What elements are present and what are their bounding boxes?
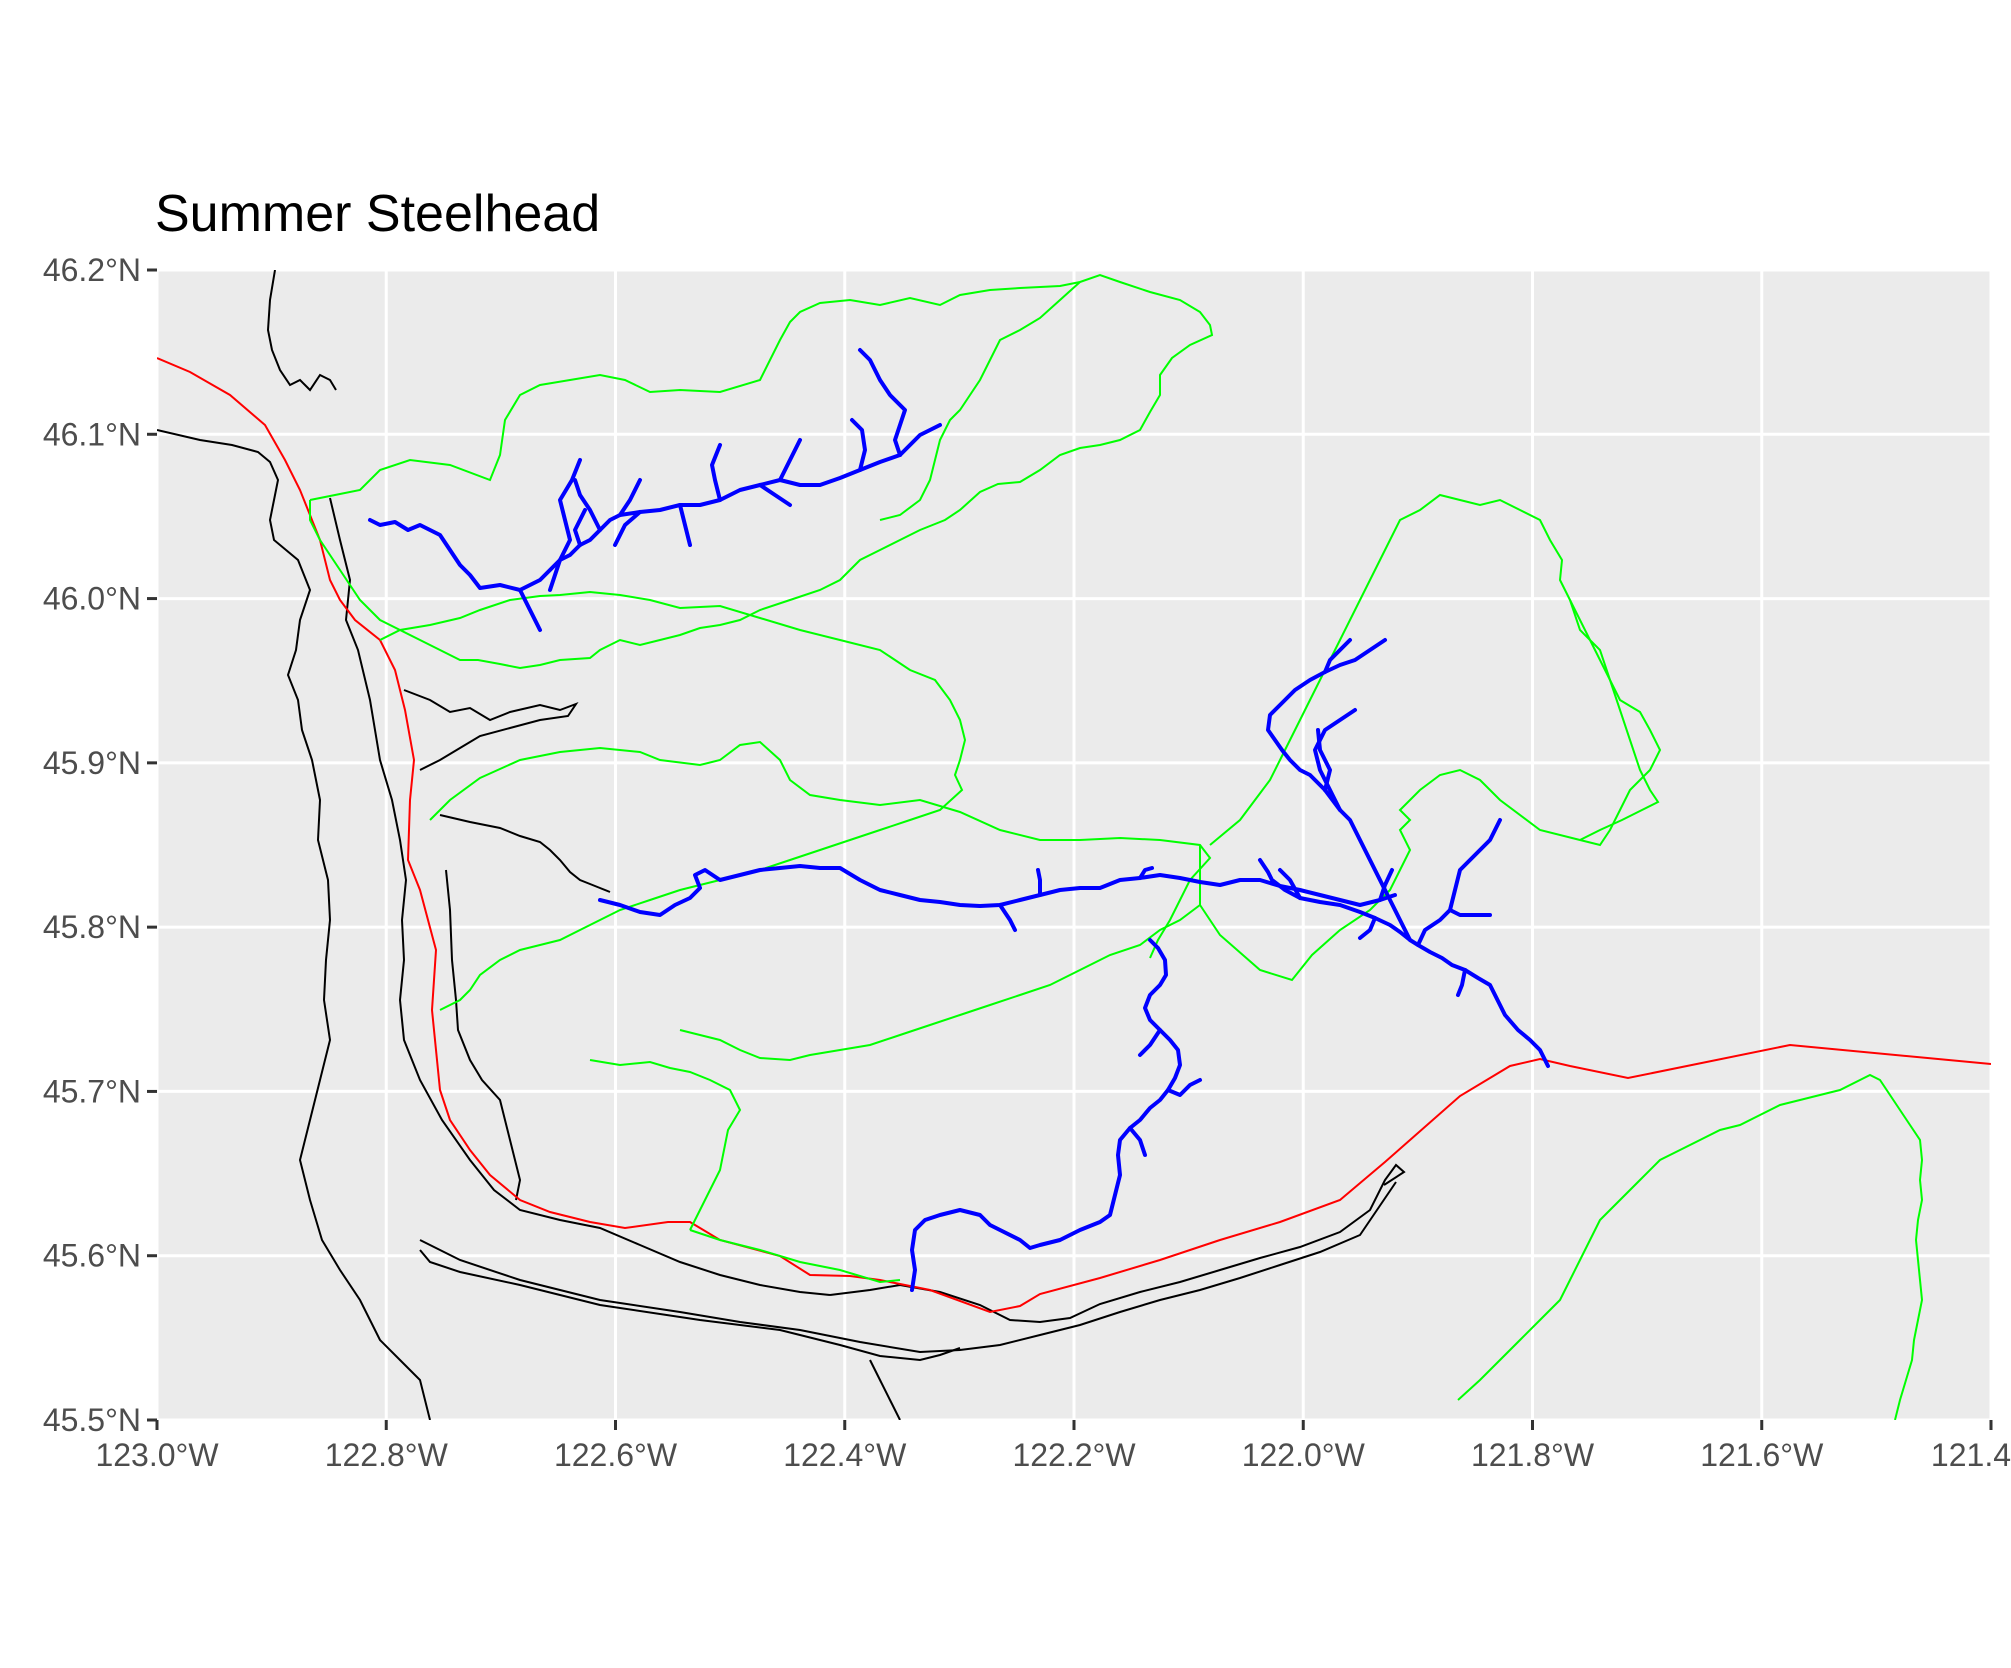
shoreline-north-inlet [266, 270, 337, 392]
lewis-river-mouth [403, 689, 579, 771]
latitude-gridlines [155, 270, 1993, 1420]
east-fork-lewis-mainstem [910, 938, 1182, 1292]
washougal-tributary-a [1313, 708, 1357, 812]
kalama-tributary-8 [858, 348, 907, 457]
vancouver-lake-channel [439, 814, 611, 893]
washougal-tributary-e [1448, 908, 1492, 917]
watershed-boundary-lake-river [689, 1229, 901, 1284]
longitude-axis: 123.0°W 122.8°W 122.6°W 122.4°W 122.2°W 122.0… [95, 1420, 2011, 1473]
state-boundary-line [157, 357, 1991, 1314]
east-fork-lewis-tributary-2 [1138, 1028, 1162, 1057]
watershed-boundary-layer [309, 273, 1924, 1420]
east-fork-lewis-tributary-1 [1166, 1078, 1202, 1097]
map-title: Summer Steelhead [155, 185, 601, 243]
washougal-tributary-c [1323, 638, 1352, 674]
watershed-boundary-lewis-upper [879, 281, 1081, 521]
watershed-boundary-lower-cowlitz [589, 1059, 742, 1231]
shoreline-east-bank [329, 497, 831, 1296]
lat-tick-label: 46.1°N [43, 416, 141, 452]
watershed-boundary-east-fork [679, 904, 1201, 1062]
lewis-tributary-4 [1378, 868, 1394, 902]
lat-tick-label: 45.8°N [43, 909, 141, 945]
lon-tick-label: 122.8°W [325, 1437, 449, 1473]
lon-tick-label: 122.6°W [554, 1437, 678, 1473]
lon-tick-label: 121.6°W [1700, 1437, 1824, 1473]
multnomah-channel [445, 869, 522, 1201]
lon-tick-label: 121.8°W [1471, 1437, 1595, 1473]
washougal-tributary-b [1316, 728, 1332, 792]
lewis-tributary-1 [998, 903, 1017, 932]
shoreline-west-upper [157, 429, 431, 1420]
watershed-boundary-washougal-east [1569, 599, 1660, 841]
kalama-tributary-11 [618, 478, 642, 517]
watershed-boundary-wind-river [1457, 1073, 1924, 1420]
lon-tick-label: 122.4°W [783, 1437, 907, 1473]
lewis-mainstem [598, 864, 1397, 917]
columbia-north-bank [829, 1163, 1406, 1324]
east-fork-lewis-tributary-3 [1128, 1126, 1147, 1157]
shoreline-layer [157, 270, 1406, 1420]
columbia-south-bank [419, 1181, 1397, 1354]
steelhead-stream-layer [368, 348, 1550, 1292]
lat-tick-label: 45.7°N [43, 1073, 141, 1109]
washougal-tributary-f [1456, 968, 1467, 997]
kalama-tributary-10 [613, 510, 642, 547]
washougal-tributary-d [1416, 818, 1502, 947]
kalama-tributary-6 [778, 438, 802, 482]
lat-tick-label: 45.5°N [43, 1402, 141, 1438]
lon-tick-label: 123.0°W [95, 1437, 219, 1473]
lat-tick-label: 45.6°N [43, 1238, 141, 1274]
kalama-tributary-12 [758, 483, 792, 507]
kalama-mainstem [368, 423, 942, 592]
washougal-tributary-g [1358, 916, 1377, 940]
watershed-boundary-north [309, 273, 1214, 670]
watershed-boundary-lewis-lower [429, 740, 1212, 959]
lewis-tributary-2 [1036, 868, 1042, 897]
kalama-tributary-1 [558, 458, 582, 562]
latitude-axis: 46.2°N 46.1°N 46.0°N 45.9°N 45.8°N 45.7°N 45.6… [43, 252, 157, 1438]
kalama-tributary-5 [710, 443, 722, 502]
lat-tick-label: 46.2°N [43, 252, 141, 288]
washougal-tributary-h [1278, 868, 1302, 900]
lat-tick-label: 46.0°N [43, 581, 141, 617]
lon-tick-label: 122.0°W [1242, 1437, 1366, 1473]
lon-tick-label: 122.2°W [1012, 1437, 1136, 1473]
sandy-river-inlet [869, 1359, 901, 1420]
kalama-tributary-9 [678, 503, 692, 547]
kalama-tributary-3 [573, 478, 602, 532]
lon-tick-label: 121.4 [1931, 1437, 2011, 1473]
kalama-tributary-4 [548, 558, 562, 592]
lewis-tributary-3 [1138, 866, 1154, 880]
kalama-tributary-7 [850, 418, 867, 472]
lat-tick-label: 45.9°N [43, 745, 141, 781]
kalama-tributary-13 [518, 588, 542, 632]
island-shoreline [419, 1249, 961, 1362]
kalama-tributary-2 [573, 508, 587, 547]
watershed-boundary-lewis-middle [379, 590, 967, 1011]
watershed-boundary-washougal [1199, 493, 1662, 982]
